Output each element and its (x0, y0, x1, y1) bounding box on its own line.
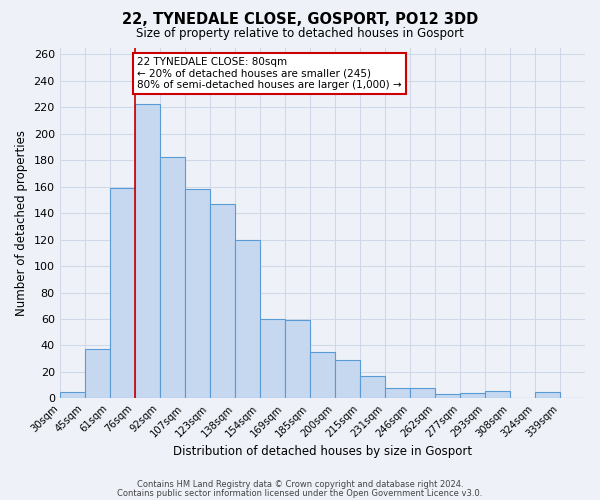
Bar (535, 392, 560, 398)
Bar (235, 240, 260, 398)
Bar (410, 388, 435, 398)
Bar (310, 352, 335, 399)
Text: Contains HM Land Registry data © Crown copyright and database right 2024.: Contains HM Land Registry data © Crown c… (137, 480, 463, 489)
Bar (185, 189, 210, 398)
Bar (435, 394, 460, 398)
Bar (460, 393, 485, 398)
Y-axis label: Number of detached properties: Number of detached properties (15, 130, 28, 316)
Bar (335, 360, 360, 399)
Bar (260, 319, 285, 398)
Bar (110, 188, 135, 398)
Bar (135, 104, 160, 399)
Text: 22 TYNEDALE CLOSE: 80sqm
← 20% of detached houses are smaller (245)
80% of semi-: 22 TYNEDALE CLOSE: 80sqm ← 20% of detach… (137, 57, 402, 90)
Bar (485, 390, 510, 398)
Bar (59, 392, 85, 398)
Bar (285, 320, 310, 398)
Text: Size of property relative to detached houses in Gosport: Size of property relative to detached ho… (136, 28, 464, 40)
Bar (385, 388, 410, 398)
Bar (160, 158, 185, 398)
Bar (85, 350, 110, 399)
Bar (210, 204, 235, 398)
Text: 22, TYNEDALE CLOSE, GOSPORT, PO12 3DD: 22, TYNEDALE CLOSE, GOSPORT, PO12 3DD (122, 12, 478, 28)
X-axis label: Distribution of detached houses by size in Gosport: Distribution of detached houses by size … (173, 444, 472, 458)
Text: Contains public sector information licensed under the Open Government Licence v3: Contains public sector information licen… (118, 488, 482, 498)
Bar (360, 376, 385, 398)
